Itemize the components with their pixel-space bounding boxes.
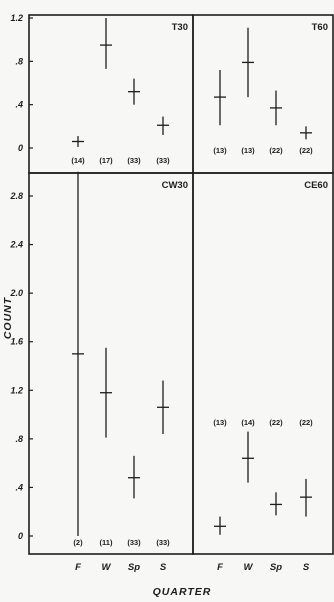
x-tick-label-ce60-f: F [217, 562, 223, 573]
sample-size-label-cw30-w: (11) [100, 538, 113, 547]
sample-size-label-t60-f: (13) [213, 146, 227, 155]
y-axis-title: COUNT [2, 296, 14, 339]
sample-size-label-cw30-sp: (33) [127, 538, 141, 547]
y-tick-label-cw30: 1.6 [10, 337, 24, 347]
panel-title-ce60: CE60 [304, 180, 328, 191]
y-tick-label-t30: .4 [15, 100, 23, 110]
sample-size-label-t30-w: (17) [99, 156, 113, 165]
panel-frames [28, 14, 334, 555]
x-tick-label-cw30-f: F [75, 562, 81, 573]
sample-size-label-t60-sp: (22) [269, 146, 283, 155]
y-tick-label-t30: 0 [18, 143, 23, 153]
sample-size-label-t30-f: (14) [71, 156, 85, 165]
panel-title-t60: T60 [312, 22, 328, 33]
y-tick-label-cw30: 2.0 [9, 288, 23, 298]
y-tick-label-cw30: 2.4 [9, 240, 23, 250]
sample-size-label-cw30-f: (2) [73, 538, 83, 547]
sample-size-label-ce60-s: (22) [299, 418, 313, 427]
x-tick-label-cw30-s: S [160, 562, 167, 573]
panel-frame-ce60 [192, 172, 334, 555]
y-tick-label-t30: 1.2 [10, 13, 23, 23]
panel-frame-t30 [28, 14, 194, 174]
y-tick-label-cw30: 1.2 [10, 385, 23, 395]
sample-size-label-t30-sp: (33) [127, 156, 141, 165]
x-axis-title: QUARTER [153, 586, 212, 598]
x-tick-label-ce60-w: W [244, 562, 254, 573]
chart-labels: T30 0 .4 .8 1.2 (14) (17) (33) (33) T60 (13) (13) (2… [9, 13, 328, 573]
y-tick-label-cw30: 0 [18, 531, 23, 541]
x-tick-label-ce60-sp: Sp [270, 562, 282, 573]
sample-size-label-t60-s: (22) [299, 146, 313, 155]
x-tick-label-cw30-w: W [102, 562, 112, 573]
sample-size-label-t60-w: (13) [241, 146, 255, 155]
sample-size-label-ce60-sp: (22) [269, 418, 283, 427]
x-tick-label-ce60-s: S [303, 562, 310, 573]
sample-size-label-cw30-s: (33) [156, 538, 170, 547]
y-tick-label-cw30: 2.8 [9, 191, 23, 201]
sample-size-label-ce60-f: (13) [213, 418, 227, 427]
y-tick-label-cw30: .4 [15, 482, 23, 492]
y-tick-label-t30: .8 [15, 56, 23, 66]
panel-frame-cw30 [28, 172, 194, 555]
panel-title-t30: T30 [172, 22, 188, 33]
sample-size-label-t30-s: (33) [156, 156, 170, 165]
sample-size-label-ce60-w: (14) [241, 418, 255, 427]
panel-title-cw30: CW30 [162, 180, 188, 191]
y-tick-label-cw30: .8 [15, 434, 23, 444]
x-tick-label-cw30-sp: Sp [128, 562, 140, 573]
chart-marks [29, 17, 312, 537]
